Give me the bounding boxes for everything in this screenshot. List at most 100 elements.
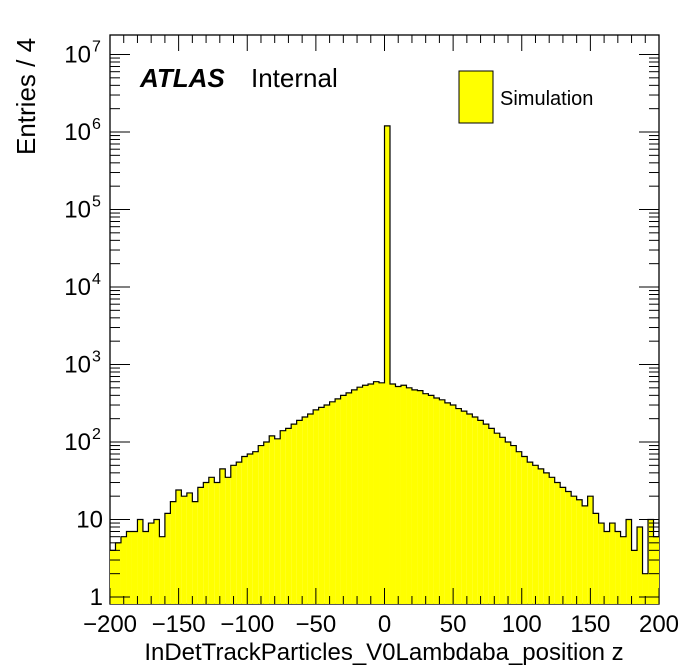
histogram-bar xyxy=(604,531,610,604)
atlas-sublabel: Internal xyxy=(251,63,338,93)
histogram-bar xyxy=(444,402,451,604)
histogram-bar xyxy=(313,409,319,604)
x-axis-title: InDetTrackParticles_V0Lambdaba_position … xyxy=(144,639,623,666)
histogram-bar xyxy=(230,465,237,604)
histogram-bar xyxy=(494,433,500,604)
histogram-bar xyxy=(241,456,248,604)
histogram-bar xyxy=(186,492,193,604)
histogram-bar xyxy=(318,407,325,604)
histogram-bar xyxy=(417,390,423,604)
histogram-bar xyxy=(335,398,341,604)
histogram-bar xyxy=(466,413,473,604)
x-tick-label: 100 xyxy=(502,611,542,638)
histogram-bar xyxy=(291,424,297,604)
histogram-bar xyxy=(565,491,572,604)
histogram-bar xyxy=(296,420,303,604)
histogram-bar xyxy=(538,468,544,604)
histogram-bar xyxy=(269,435,275,604)
histogram-bar xyxy=(472,417,478,604)
histogram-bar xyxy=(615,531,621,604)
legend-swatch xyxy=(458,70,494,124)
y-tick-exponent: 6 xyxy=(92,116,101,133)
histogram-bar xyxy=(197,487,204,604)
histogram-bar xyxy=(280,430,286,604)
histogram-bar xyxy=(477,420,484,604)
histogram-bar xyxy=(192,501,198,604)
y-tick-label: 10 xyxy=(64,119,91,146)
histogram-bar xyxy=(642,573,649,604)
histogram-bar xyxy=(170,501,176,604)
legend-label: Simulation xyxy=(500,88,593,110)
legend: Simulation xyxy=(458,70,593,124)
histogram-bar xyxy=(181,496,187,604)
y-tick-exponent: 3 xyxy=(92,349,101,366)
histogram-bar xyxy=(329,401,336,604)
x-tick-label: 150 xyxy=(570,611,610,638)
histogram-bar xyxy=(422,393,429,604)
histogram-bar xyxy=(258,445,264,604)
histogram-bar xyxy=(373,381,380,604)
histogram-bar xyxy=(411,389,418,604)
histogram-bar xyxy=(175,490,182,604)
histogram-bar xyxy=(247,454,253,604)
y-tick-label: 10 xyxy=(76,507,103,534)
histogram-bar xyxy=(236,462,242,604)
histogram-bar xyxy=(110,550,116,604)
histogram-bar xyxy=(450,405,456,604)
axis-ticks xyxy=(109,35,660,604)
histogram-bar xyxy=(455,408,462,604)
x-tick-label: 200 xyxy=(639,611,679,638)
histogram-bar xyxy=(433,397,440,604)
histogram-bar xyxy=(582,505,588,604)
histogram-bar xyxy=(483,424,489,604)
x-tick-label: −150 xyxy=(152,611,206,638)
histogram-bar xyxy=(620,536,627,604)
histogram-bar xyxy=(406,387,412,604)
x-tick-label: −200 xyxy=(83,611,137,638)
histogram-bar xyxy=(159,536,165,604)
histogram-bar xyxy=(505,442,511,604)
histogram-bar xyxy=(346,392,352,604)
histogram-bar xyxy=(208,477,215,604)
histogram-bar xyxy=(307,413,314,604)
histogram-bar xyxy=(148,523,154,604)
histogram-bar xyxy=(164,513,171,604)
histogram-bar xyxy=(263,442,270,604)
y-tick-label: 10 xyxy=(64,274,91,301)
histogram-bar xyxy=(203,482,209,604)
histogram-bar xyxy=(532,465,539,604)
y-tick-label: 1 xyxy=(90,584,103,611)
y-tick-label: 10 xyxy=(64,352,91,379)
histogram-bar xyxy=(357,387,363,604)
histogram-bar xyxy=(543,472,550,604)
x-tick-label: 50 xyxy=(440,611,467,638)
histogram-bar xyxy=(516,451,522,604)
histogram-bar xyxy=(302,417,308,604)
histogram-bar xyxy=(637,527,643,604)
histogram-bar xyxy=(225,477,231,604)
histogram-bar xyxy=(593,513,599,604)
histogram-bar xyxy=(461,411,467,604)
histogram-bar xyxy=(571,496,577,604)
x-tick-label: −100 xyxy=(220,611,274,638)
histogram-bar xyxy=(395,386,401,604)
histogram-bar xyxy=(274,438,281,604)
histogram-bar xyxy=(549,477,555,604)
y-tick-exponent: 2 xyxy=(92,426,101,443)
histogram-bar xyxy=(153,519,160,604)
histogram-bar xyxy=(131,531,138,604)
histogram-bar xyxy=(362,385,369,604)
histogram-bar xyxy=(351,389,358,604)
histogram-bar xyxy=(609,523,616,604)
histogram-bar xyxy=(560,487,566,604)
y-tick-label: 10 xyxy=(64,197,91,224)
histogram-bar xyxy=(587,496,594,604)
y-tick-exponent: 5 xyxy=(92,194,101,211)
histogram-bar xyxy=(400,385,407,604)
histogram-bar xyxy=(521,456,528,604)
histogram-outline xyxy=(110,125,659,575)
histogram-bar xyxy=(120,536,127,604)
y-tick-label: 10 xyxy=(64,429,91,456)
histogram-bar xyxy=(285,428,292,604)
histogram-bar xyxy=(219,468,226,604)
